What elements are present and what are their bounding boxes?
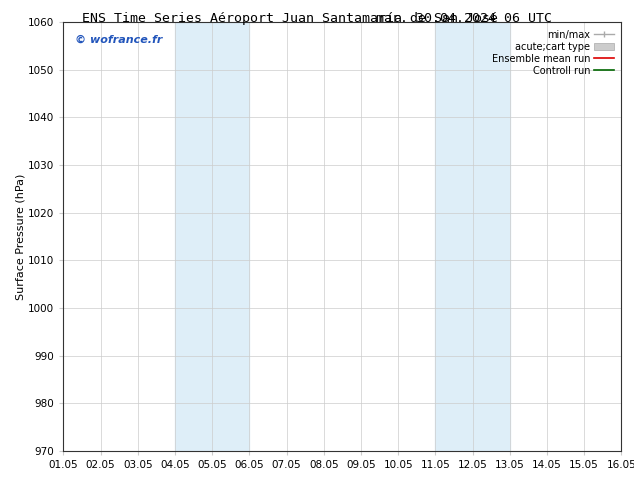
Text: mar. 30.04.2024 06 UTC: mar. 30.04.2024 06 UTC — [375, 12, 552, 25]
Legend: min/max, acute;cart type, Ensemble mean run, Controll run: min/max, acute;cart type, Ensemble mean … — [489, 27, 616, 78]
Bar — [436, 22, 510, 451]
Y-axis label: Surface Pressure (hPa): Surface Pressure (hPa) — [15, 173, 25, 299]
Text: ENS Time Series Aéroport Juan Santamaría de San José: ENS Time Series Aéroport Juan Santamaría… — [82, 12, 498, 25]
Bar — [175, 22, 249, 451]
Text: © wofrance.fr: © wofrance.fr — [75, 35, 162, 45]
